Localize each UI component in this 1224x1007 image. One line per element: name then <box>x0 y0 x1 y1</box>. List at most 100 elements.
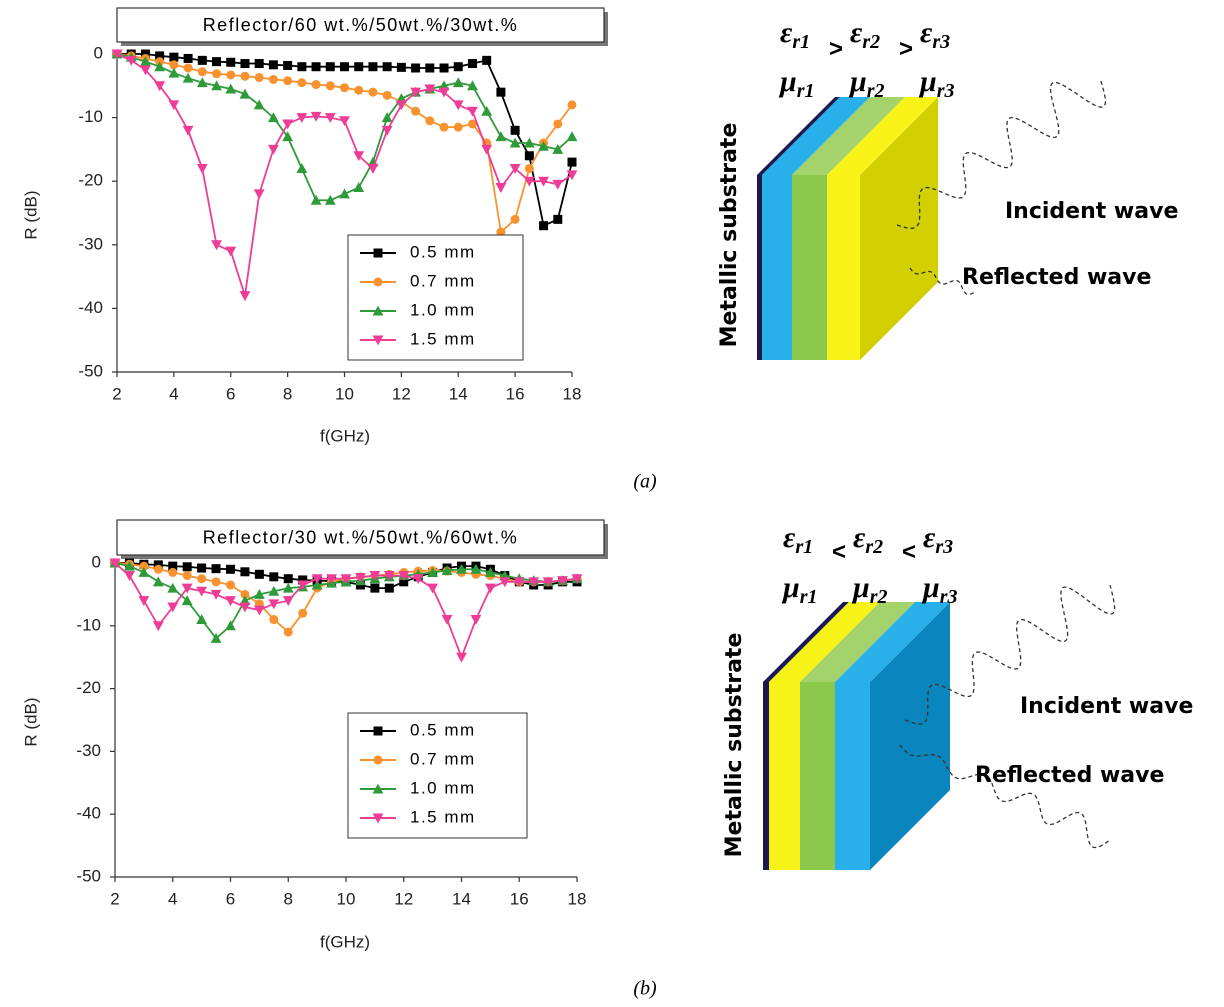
marker <box>168 67 180 78</box>
slab-top <box>763 602 849 682</box>
marker <box>368 87 378 97</box>
caption: (a) <box>633 471 657 493</box>
x-tick-label: 4 <box>168 889 177 908</box>
marker <box>539 221 549 231</box>
marker <box>510 125 520 135</box>
epsilon-base: ε <box>780 16 793 49</box>
legend-label: 1.5 mm <box>410 807 476 826</box>
marker <box>211 577 221 587</box>
marker <box>513 577 525 588</box>
marker <box>240 589 250 599</box>
marker <box>381 112 393 123</box>
x-tick-label: 18 <box>563 384 582 403</box>
marker <box>567 157 577 167</box>
marker <box>484 583 496 594</box>
mu-symbol: μr2 <box>848 65 884 102</box>
marker <box>268 74 278 84</box>
y-axis-label: R (dB) <box>21 697 40 746</box>
title-box <box>116 519 605 556</box>
mu-symbol: μr3 <box>921 571 957 608</box>
slab-top <box>762 97 870 175</box>
marker <box>269 572 279 582</box>
legend-marker <box>372 305 384 316</box>
marker <box>354 62 364 72</box>
marker <box>138 596 150 607</box>
marker <box>154 81 166 92</box>
marker <box>181 595 193 606</box>
marker <box>167 602 179 613</box>
epsilon-sub: r3 <box>935 536 953 558</box>
mu-symbol: μr1 <box>778 65 814 102</box>
mu-base: μ <box>851 571 870 604</box>
marker <box>552 179 564 190</box>
marker <box>254 73 264 83</box>
slab-layer <box>762 175 792 360</box>
marker <box>523 176 535 187</box>
slab-layer <box>835 682 870 870</box>
marker <box>240 71 250 81</box>
x-tick-label: 6 <box>226 889 235 908</box>
epsilon-sub: r2 <box>862 31 880 53</box>
marker <box>168 561 178 571</box>
incident-wave <box>896 77 1107 229</box>
marker <box>140 56 151 67</box>
marker <box>124 560 135 571</box>
x-tick-label: 10 <box>337 889 356 908</box>
marker <box>571 574 583 585</box>
marker <box>339 116 350 127</box>
marker <box>424 84 436 95</box>
marker <box>495 183 507 193</box>
marker <box>495 131 507 142</box>
marker <box>311 62 321 72</box>
marker <box>467 80 478 91</box>
marker <box>310 111 322 122</box>
marker <box>268 112 279 123</box>
marker <box>152 576 164 587</box>
marker <box>226 57 236 67</box>
mu-symbol: μr1 <box>781 571 817 608</box>
marker <box>354 85 364 95</box>
marker <box>154 61 166 72</box>
marker <box>254 569 264 579</box>
marker <box>311 574 323 585</box>
marker <box>324 113 336 123</box>
epsilon-symbol: εr1 <box>780 16 810 53</box>
marker <box>282 131 294 142</box>
y-tick-label: -10 <box>76 615 101 634</box>
epsilon-symbol: εr2 <box>853 521 883 558</box>
marker <box>496 227 506 237</box>
y-tick-label: -20 <box>78 171 103 190</box>
marker <box>427 583 439 594</box>
legend-marker <box>373 726 383 736</box>
marker <box>297 78 307 88</box>
marker <box>441 565 453 576</box>
marker <box>155 51 165 61</box>
incident-label: Incident wave <box>1020 694 1193 719</box>
epsilon-base: ε <box>923 521 936 554</box>
marker <box>253 605 265 616</box>
reflected-label: Reflected wave <box>962 265 1151 290</box>
marker <box>197 563 207 573</box>
x-tick-label: 2 <box>112 384 121 403</box>
x-tick-label: 8 <box>283 384 292 403</box>
marker <box>467 119 477 129</box>
mu-base: μ <box>921 571 940 604</box>
epsilon-sub: r2 <box>865 536 883 558</box>
epsilon-symbol: εr3 <box>923 521 953 558</box>
marker <box>196 614 208 625</box>
marker <box>410 87 421 98</box>
marker <box>395 100 407 111</box>
reflected-label: Reflected wave <box>975 763 1164 788</box>
marker <box>399 577 409 587</box>
marker <box>567 100 577 110</box>
slab-layer <box>769 682 800 870</box>
marker <box>168 567 178 577</box>
mu-sub: r2 <box>867 80 885 102</box>
x-tick-label: 16 <box>506 384 525 403</box>
marker <box>182 125 194 136</box>
substrate-label: Metallic substrate <box>717 123 742 348</box>
legend-label: 0.5 mm <box>410 242 476 261</box>
marker <box>139 561 149 571</box>
epsilon-sub: r3 <box>932 31 950 53</box>
marker <box>340 83 349 93</box>
